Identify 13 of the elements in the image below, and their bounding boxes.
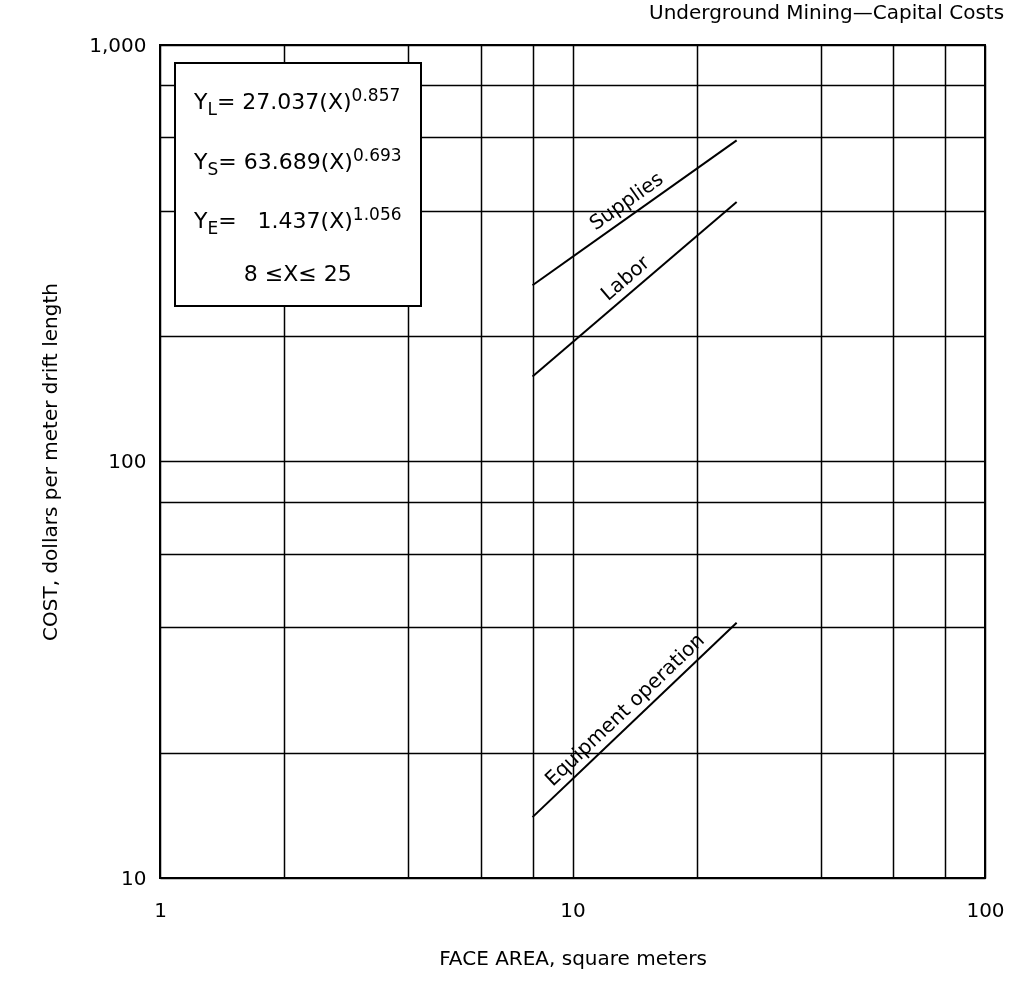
chart-title: Underground Mining—Capital Costs — [648, 0, 1005, 24]
x-tick-label: 1 — [154, 897, 167, 922]
y-axis-title: COST, dollars per meter drift length — [38, 283, 63, 641]
y-tick-label: 1,000 — [89, 32, 147, 57]
x-axis-title: FACE AREA, square meters — [439, 945, 707, 970]
x-tick-label: 100 — [966, 897, 1005, 922]
x-tick-label: 10 — [560, 897, 586, 922]
y-tick-label: 10 — [121, 865, 147, 890]
annotation: Y$_{L}$= 27.037(X)$^{0.857}$ — [194, 84, 402, 121]
annotation: Y$_{E}$= 1.437(X)$^{1.056}$ — [194, 203, 402, 241]
annotation: 8 ≤X≤ 25 — [242, 260, 353, 289]
annotation: Y$_{S}$= 63.689(X)$^{0.693}$ — [194, 143, 402, 181]
y-tick-label: 100 — [108, 449, 147, 473]
